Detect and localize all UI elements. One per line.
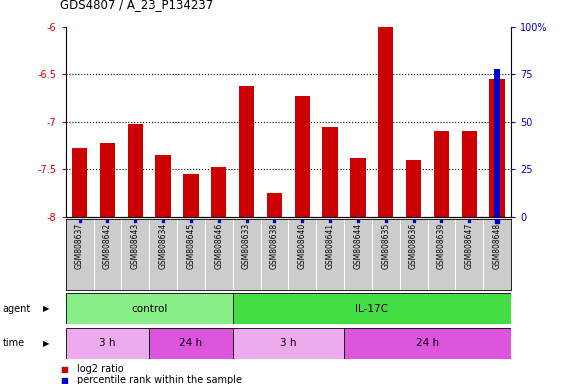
Text: 3 h: 3 h (280, 338, 296, 348)
Text: GSM808642: GSM808642 (103, 222, 112, 268)
Bar (239, 86, 254, 217)
Bar (494, 69, 500, 217)
Text: GSM808646: GSM808646 (214, 222, 223, 269)
Text: GSM808648: GSM808648 (493, 222, 502, 268)
Text: 3 h: 3 h (99, 338, 116, 348)
Text: GSM808634: GSM808634 (159, 222, 168, 269)
Bar (489, 79, 505, 217)
Bar (66, 328, 149, 359)
Text: GSM808643: GSM808643 (131, 222, 140, 269)
Text: 24 h: 24 h (179, 338, 203, 348)
Text: GSM808644: GSM808644 (353, 222, 363, 269)
Bar (233, 293, 511, 324)
Text: GSM808638: GSM808638 (270, 222, 279, 268)
Text: GSM808647: GSM808647 (465, 222, 474, 269)
Bar (344, 328, 511, 359)
Text: GSM808641: GSM808641 (325, 222, 335, 268)
Bar (295, 96, 310, 217)
Bar (211, 167, 227, 217)
Bar (149, 328, 233, 359)
Bar (378, 22, 393, 217)
Bar (350, 158, 365, 217)
Text: GSM808635: GSM808635 (381, 222, 391, 269)
Text: ▶: ▶ (43, 339, 49, 348)
Text: GSM808633: GSM808633 (242, 222, 251, 269)
Text: GSM808645: GSM808645 (186, 222, 195, 269)
Bar (323, 127, 338, 217)
Text: ■: ■ (60, 376, 68, 384)
Text: GSM808636: GSM808636 (409, 222, 418, 269)
Text: GSM808639: GSM808639 (437, 222, 446, 269)
Bar (155, 155, 171, 217)
Bar (66, 293, 233, 324)
Bar (100, 143, 115, 217)
Text: percentile rank within the sample: percentile rank within the sample (77, 375, 242, 384)
Text: GDS4807 / A_23_P134237: GDS4807 / A_23_P134237 (60, 0, 213, 12)
Text: time: time (3, 338, 25, 348)
Text: log2 ratio: log2 ratio (77, 364, 124, 374)
Text: 24 h: 24 h (416, 338, 439, 348)
Bar (406, 160, 421, 217)
Bar (461, 131, 477, 217)
Bar (72, 147, 87, 217)
Text: IL-17C: IL-17C (355, 304, 388, 314)
Text: ▶: ▶ (43, 304, 49, 313)
Text: control: control (131, 304, 167, 314)
Bar (267, 193, 282, 217)
Text: GSM808640: GSM808640 (297, 222, 307, 269)
Bar (434, 131, 449, 217)
Bar (127, 124, 143, 217)
Text: GSM808637: GSM808637 (75, 222, 84, 269)
Text: ■: ■ (60, 365, 68, 374)
Text: agent: agent (3, 304, 31, 314)
Bar (233, 328, 344, 359)
Bar (183, 174, 199, 217)
